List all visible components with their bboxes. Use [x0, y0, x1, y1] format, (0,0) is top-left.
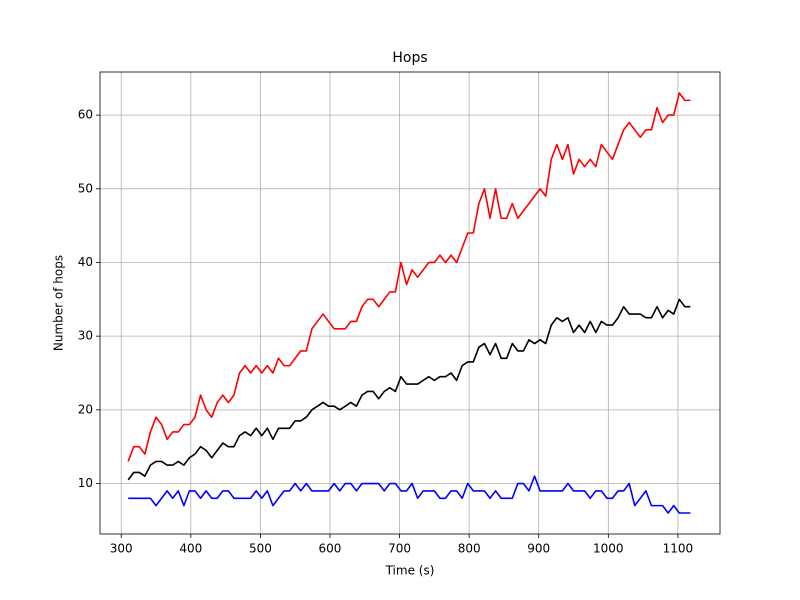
x-tick-label: 1100 [663, 542, 694, 556]
y-tick-label: 60 [78, 108, 93, 122]
x-tick-label: 1000 [593, 542, 624, 556]
series-line [127, 92, 691, 462]
series-line [127, 298, 691, 481]
y-tick-label: 20 [78, 402, 93, 416]
x-tick-label: 500 [249, 542, 272, 556]
x-axis-label: Time (s) [385, 564, 435, 578]
chart-title: Hops [392, 50, 427, 66]
y-tick-label: 40 [78, 255, 93, 269]
plot-frame [99, 71, 721, 535]
x-tick-label: 600 [319, 542, 342, 556]
x-tick-label: 700 [388, 542, 411, 556]
x-tick-label: 300 [110, 542, 133, 556]
y-tick-label: 10 [78, 476, 93, 490]
series-line [128, 475, 691, 514]
x-tick-label: 900 [527, 542, 550, 556]
x-tick-label: 400 [179, 542, 202, 556]
y-axis-label: Number of hops [52, 255, 66, 351]
y-tick-label: 30 [78, 329, 93, 343]
y-tick-label: 50 [78, 181, 93, 195]
x-tick-label: 800 [458, 542, 481, 556]
